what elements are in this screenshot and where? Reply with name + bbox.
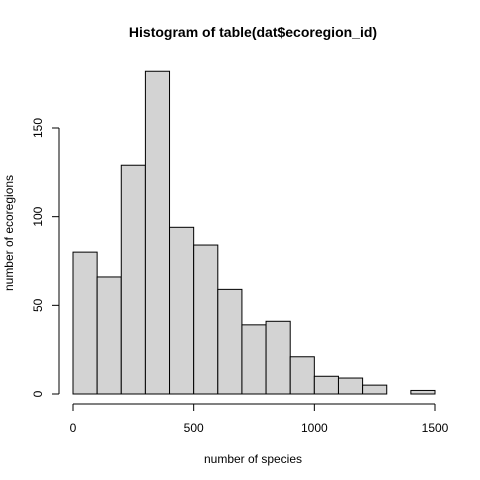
x-tick-label: 1000 (301, 421, 328, 435)
bars-group (72, 70, 436, 395)
x-axis-label: number of species (204, 452, 302, 466)
x-axis: 0 500 1000 1500 (70, 403, 449, 435)
histogram-bar (120, 164, 146, 395)
x-tick-label: 0 (70, 421, 77, 435)
histogram-bar (362, 384, 388, 395)
histogram-bar (144, 70, 171, 395)
histogram-bar (193, 244, 219, 395)
histogram-bar (96, 276, 122, 395)
y-tick-label: 150 (31, 118, 45, 138)
x-tick-label: 1500 (422, 421, 449, 435)
histogram-bar (169, 226, 195, 395)
x-tick-label: 500 (184, 421, 204, 435)
y-axis-label: number of ecoregions (2, 175, 16, 291)
chart-title: Histogram of table(dat$ecoregion_id) (129, 24, 377, 40)
histogram-bar (241, 324, 267, 395)
histogram-bar (289, 356, 315, 395)
histogram-bar (410, 389, 436, 395)
histogram-bar (217, 288, 243, 395)
histogram-bar (337, 377, 364, 395)
histogram-bar (265, 320, 291, 395)
histogram-bar (313, 375, 339, 395)
y-tick-label: 0 (31, 390, 45, 397)
y-axis: 0 50 100 150 (31, 118, 60, 397)
histogram-bar (72, 251, 98, 395)
y-tick-label: 100 (31, 206, 45, 226)
y-tick-label: 50 (31, 298, 45, 312)
